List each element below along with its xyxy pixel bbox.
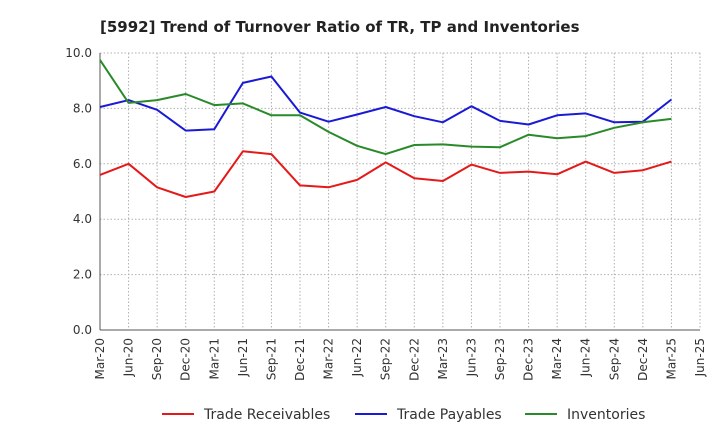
chart-title: [5992] Trend of Turnover Ratio of TR, TP… xyxy=(100,18,580,36)
y-tick-label: 4.0 xyxy=(73,212,92,226)
x-tick-label: Mar-22 xyxy=(322,338,336,379)
legend-label-2: Inventories xyxy=(567,407,645,423)
y-tick-labels: 0.0 2.0 4.0 6.0 8.0 10.0 xyxy=(65,46,92,337)
x-tick-label: Sep-20 xyxy=(150,338,164,380)
x-tick-label: Jun-25 xyxy=(693,338,707,377)
x-tick-label: Mar-23 xyxy=(436,338,450,379)
y-tick-label: 2.0 xyxy=(73,268,92,282)
x-tick-label: Sep-21 xyxy=(264,338,278,380)
x-tick-label: Jun-21 xyxy=(236,338,250,377)
legend: Trade Receivables Trade Payables Inventori… xyxy=(162,407,645,423)
grid-lines xyxy=(100,52,701,330)
legend-label-0: Trade Receivables xyxy=(203,407,330,423)
x-tick-label: Dec-23 xyxy=(522,338,536,381)
legend-label-1: Trade Payables xyxy=(396,407,502,423)
series-line-1 xyxy=(99,75,673,132)
x-tick-label: Mar-20 xyxy=(93,338,107,379)
x-tick-label: Jun-20 xyxy=(122,338,136,377)
series-line-2 xyxy=(99,59,672,156)
x-tick-label: Sep-22 xyxy=(379,338,393,380)
x-tick-label: Jun-24 xyxy=(579,338,593,377)
x-tick-label: Dec-21 xyxy=(293,338,307,381)
x-tick-label: Jun-22 xyxy=(350,338,364,377)
x-tick-label: Mar-25 xyxy=(664,338,678,379)
x-tick-label: Dec-20 xyxy=(179,338,193,381)
y-tick-label: 0.0 xyxy=(73,323,92,337)
x-tick-labels: Mar-20 Jun-20 Sep-20 Dec-20 Mar-21 Jun-21 Sep-… xyxy=(93,338,707,381)
x-tick-label: Dec-24 xyxy=(636,338,650,381)
x-tick-label: Sep-24 xyxy=(607,338,621,380)
axes xyxy=(99,53,700,331)
series-line-0 xyxy=(99,150,672,198)
x-tick-label: Dec-22 xyxy=(407,338,421,381)
y-tick-label: 10.0 xyxy=(65,46,92,60)
x-tick-label: Mar-24 xyxy=(550,338,564,379)
x-tick-label: Mar-21 xyxy=(207,338,221,379)
x-tick-label: Jun-23 xyxy=(464,338,478,377)
series-lines xyxy=(99,59,673,198)
y-tick-label: 6.0 xyxy=(73,157,92,171)
y-tick-label: 8.0 xyxy=(73,101,92,115)
x-tick-label: Sep-23 xyxy=(493,338,507,380)
